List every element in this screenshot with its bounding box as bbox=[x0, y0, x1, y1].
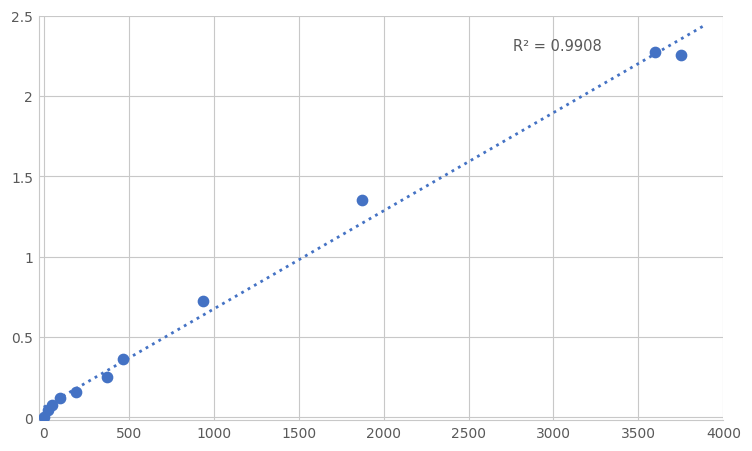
Point bbox=[102, 373, 114, 381]
Point bbox=[197, 298, 209, 305]
Point bbox=[41, 406, 53, 413]
Text: R² = 0.9908: R² = 0.9908 bbox=[513, 38, 602, 53]
Point bbox=[117, 355, 129, 362]
Point bbox=[675, 52, 687, 60]
Point bbox=[38, 413, 50, 420]
Point bbox=[650, 50, 662, 57]
Point bbox=[356, 197, 368, 204]
Point bbox=[46, 401, 58, 409]
Point bbox=[70, 389, 82, 396]
Point bbox=[53, 394, 65, 401]
